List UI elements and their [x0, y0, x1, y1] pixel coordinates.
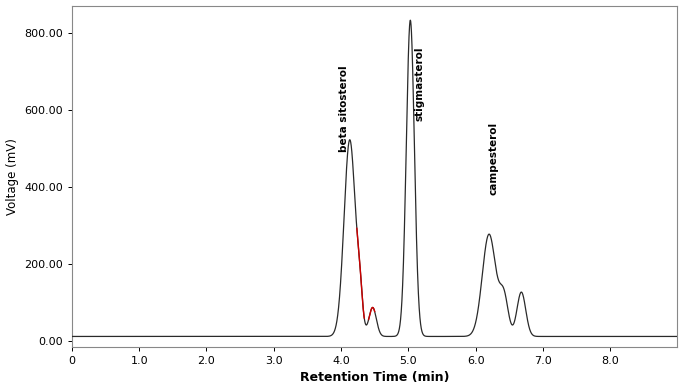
- X-axis label: Retention Time (min): Retention Time (min): [300, 371, 449, 385]
- Text: stigmasterol: stigmasterol: [415, 47, 425, 121]
- Text: beta sitosterol: beta sitosterol: [339, 66, 350, 152]
- Y-axis label: Voltage (mV): Voltage (mV): [5, 138, 18, 214]
- Text: campesterol: campesterol: [489, 121, 499, 195]
